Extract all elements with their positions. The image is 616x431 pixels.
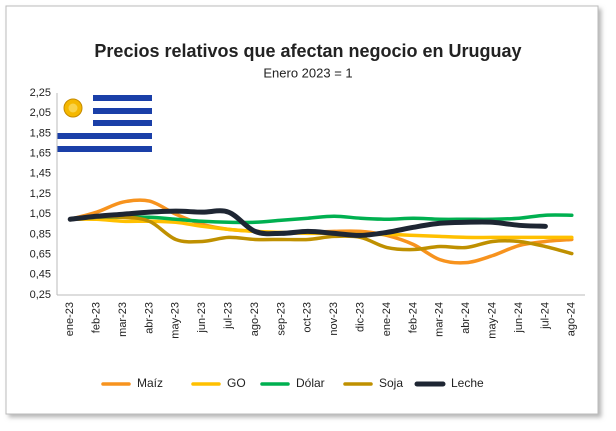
x-tick-label: feb-24 bbox=[407, 302, 419, 333]
y-tick-label: 1,65 bbox=[30, 148, 51, 160]
x-tick-label: jun-23 bbox=[196, 302, 208, 334]
x-tick-label: abr-23 bbox=[143, 302, 155, 334]
chart-subtitle: Enero 2023 = 1 bbox=[263, 65, 352, 80]
x-tick-label: feb-23 bbox=[91, 302, 103, 333]
flag bbox=[57, 95, 152, 153]
x-tick-label: abr-24 bbox=[460, 302, 472, 334]
legend-label: GO bbox=[227, 376, 246, 390]
y-tick-label: 1,25 bbox=[30, 188, 51, 200]
x-tick-label: nov-23 bbox=[328, 302, 340, 336]
y-tick-label: 2,05 bbox=[30, 107, 51, 119]
x-tick-label: ene-23 bbox=[64, 302, 76, 336]
series-line bbox=[68, 215, 574, 256]
legend-label: Maíz bbox=[137, 376, 163, 390]
y-tick-label: 0,65 bbox=[30, 249, 51, 261]
x-tick-label: mar-23 bbox=[117, 302, 129, 337]
x-tick-label: ago-24 bbox=[566, 302, 578, 336]
chart-title: Precios relativos que afectan negocio en… bbox=[94, 41, 521, 61]
x-tick-label: may-24 bbox=[487, 302, 499, 339]
legend-label: Soja bbox=[379, 376, 403, 390]
x-tick-label: oct-23 bbox=[302, 302, 314, 333]
series-line bbox=[68, 213, 574, 225]
x-tick-label: mar-24 bbox=[434, 302, 446, 337]
y-tick-label: 1,05 bbox=[30, 208, 51, 220]
legend-label: Leche bbox=[451, 376, 484, 390]
x-tick-label: jun-24 bbox=[513, 302, 525, 334]
x-tick-label: jul-24 bbox=[539, 302, 551, 330]
y-tick-label: 0,45 bbox=[30, 269, 51, 281]
y-tick-label: 1,85 bbox=[30, 127, 51, 139]
x-tick-label: may-23 bbox=[170, 302, 182, 339]
x-tick-label: sep-23 bbox=[275, 302, 287, 336]
y-tick-label: 1,45 bbox=[30, 168, 51, 180]
x-tick-label: ago-23 bbox=[249, 302, 261, 336]
x-tick-label: jul-23 bbox=[223, 302, 235, 330]
series-line bbox=[67, 208, 548, 238]
x-tick-label: ene-24 bbox=[381, 302, 393, 336]
y-tick-label: 2,25 bbox=[30, 87, 51, 99]
y-tick-label: 0,85 bbox=[30, 228, 51, 240]
y-tick-label: 0,25 bbox=[30, 289, 51, 301]
legend-label: Dólar bbox=[296, 376, 325, 390]
x-tick-label: dic-23 bbox=[355, 302, 367, 332]
